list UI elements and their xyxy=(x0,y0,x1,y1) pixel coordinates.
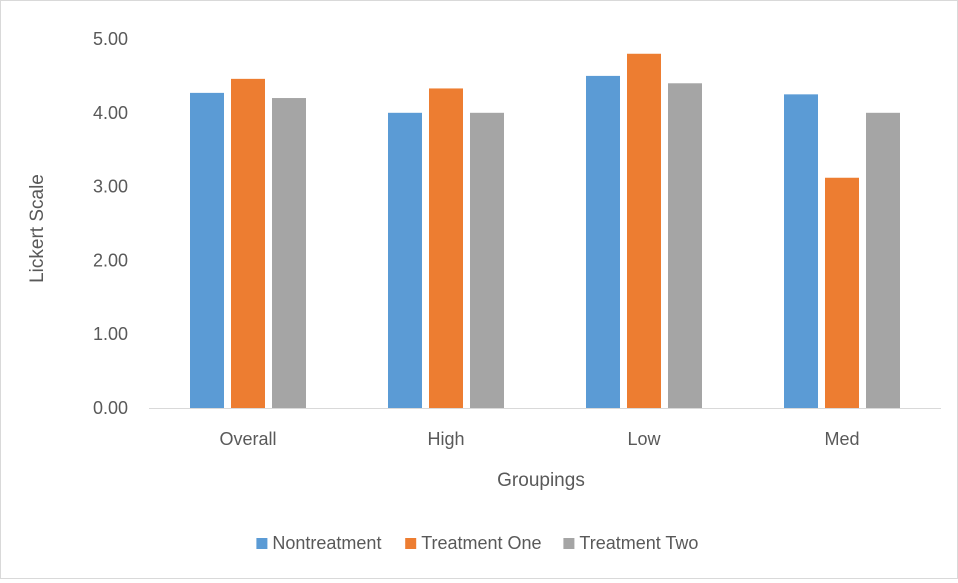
x-tick-label: Med xyxy=(824,429,859,449)
legend-item-treatment-two: Treatment Two xyxy=(563,533,698,553)
y-axis-title: Lickert Scale xyxy=(27,174,48,283)
bar-treatment-two-med xyxy=(866,112,900,409)
x-tick-label: Overall xyxy=(219,429,276,449)
bar-nontreatment-high xyxy=(388,112,422,409)
legend-label: Nontreatment xyxy=(272,533,381,553)
bar-treatment-one-overall xyxy=(231,78,265,409)
bar-nontreatment-low xyxy=(586,75,620,409)
bar-treatment-two-low xyxy=(668,83,702,408)
legend-swatch xyxy=(405,538,417,549)
legend: Nontreatment Treatment One Treatment Two xyxy=(256,533,698,553)
y-tick-label: 5.00 xyxy=(93,29,128,49)
bar-treatment-one-high xyxy=(429,88,463,409)
x-tick-label: Low xyxy=(627,429,661,449)
x-tick-label: High xyxy=(427,429,464,449)
bar-treatment-one-low xyxy=(627,53,661,408)
y-tick-label: 3.00 xyxy=(93,177,128,197)
legend-label: Treatment One xyxy=(421,533,541,553)
bar-treatment-one-med xyxy=(825,177,859,408)
bar-series-group xyxy=(190,53,900,409)
bar-treatment-two-overall xyxy=(272,98,306,408)
x-axis-ticks: Overall High Low Med xyxy=(219,429,859,449)
bar-treatment-two-high xyxy=(470,112,504,409)
y-tick-label: 1.00 xyxy=(93,324,128,344)
legend-item-nontreatment: Nontreatment xyxy=(256,533,381,553)
y-tick-label: 2.00 xyxy=(93,250,128,270)
y-tick-label: 0.00 xyxy=(93,398,128,418)
y-axis-ticks: 0.00 1.00 2.00 3.00 4.00 5.00 xyxy=(93,29,128,418)
legend-swatch xyxy=(256,538,268,549)
legend-swatch xyxy=(563,538,575,549)
legend-item-treatment-one: Treatment One xyxy=(405,533,542,553)
x-axis-title: Groupings xyxy=(497,470,585,491)
legend-label: Treatment Two xyxy=(579,533,698,553)
y-tick-label: 4.00 xyxy=(93,103,128,123)
bar-nontreatment-med xyxy=(784,94,818,408)
bar-nontreatment-overall xyxy=(190,92,224,409)
